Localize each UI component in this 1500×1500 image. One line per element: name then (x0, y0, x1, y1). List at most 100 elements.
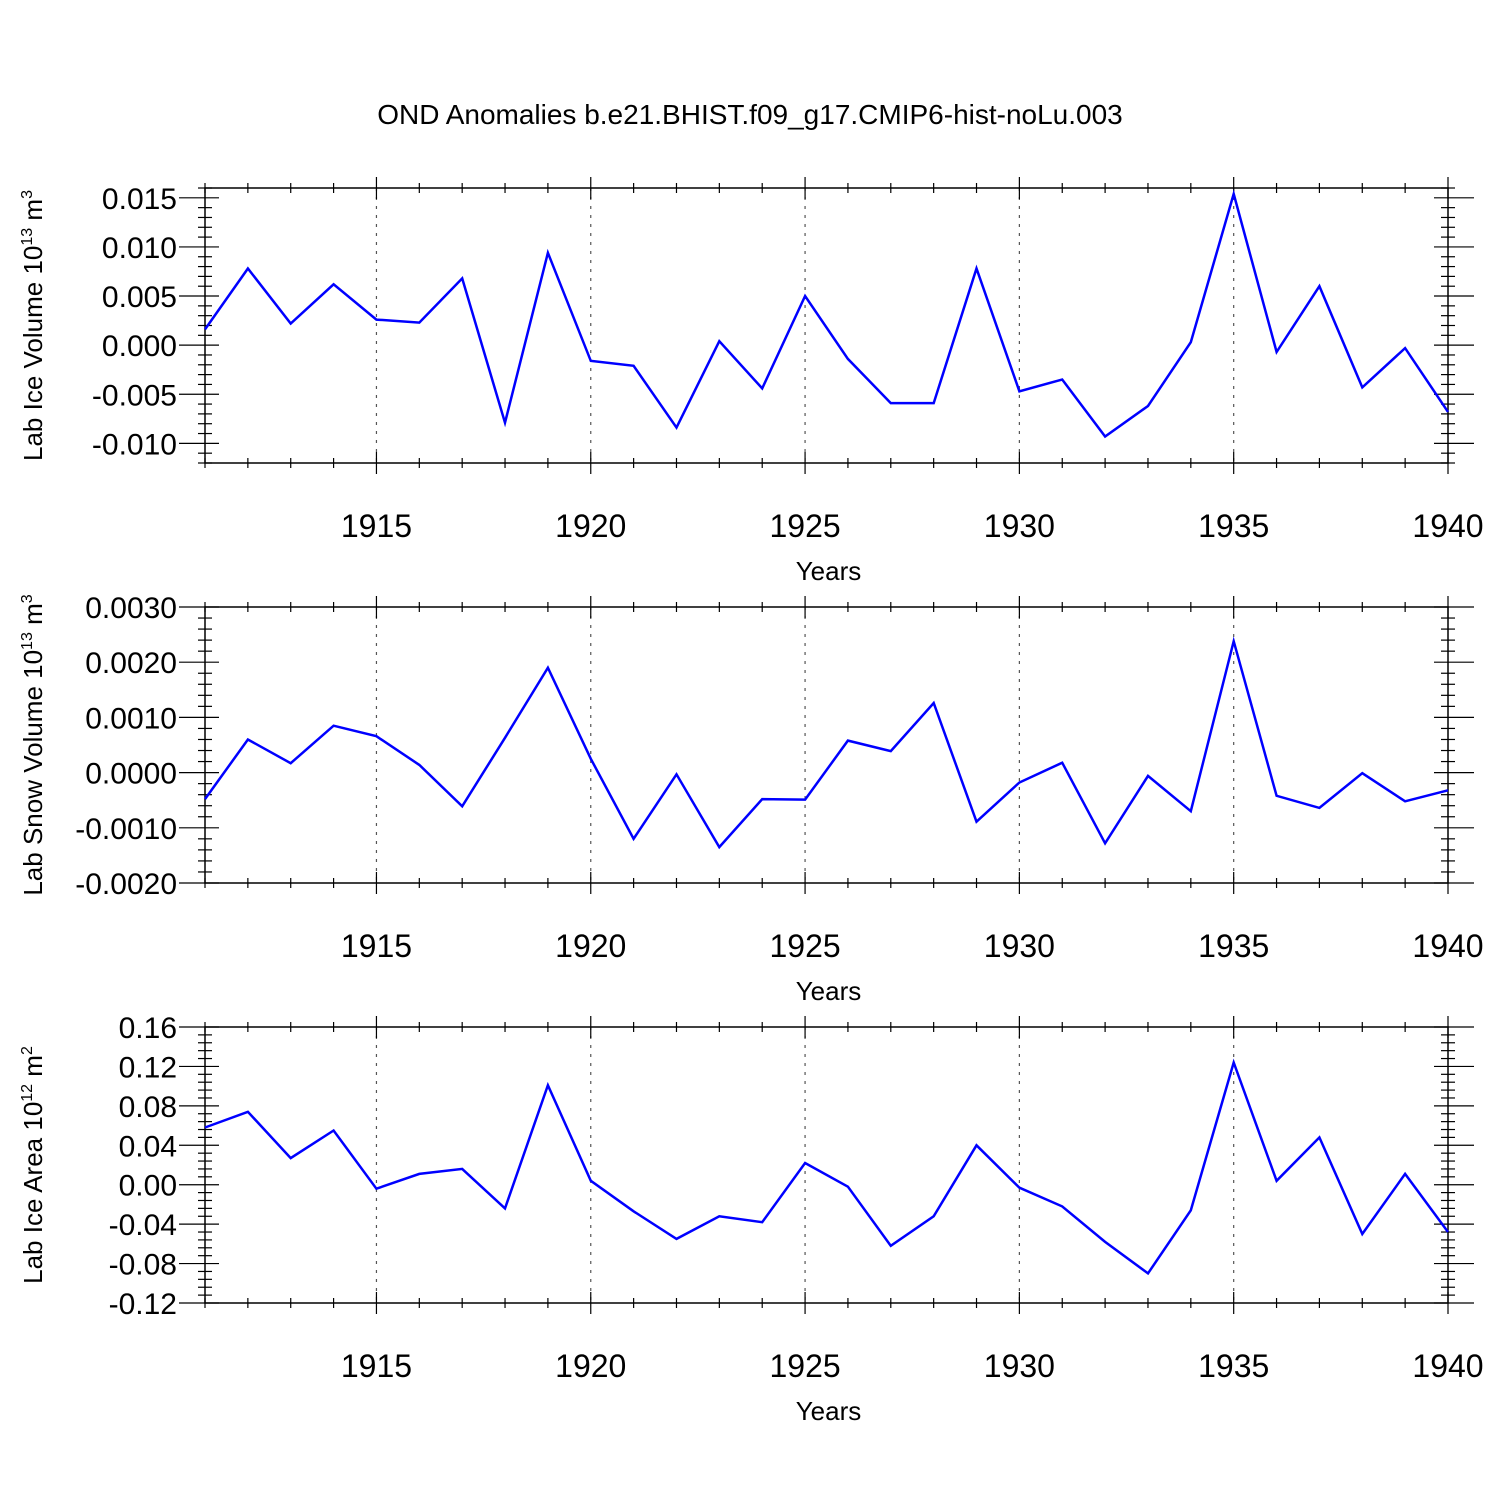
y-tick-label: 0.0030 (85, 592, 177, 625)
data-point (761, 798, 763, 800)
data-point (333, 1130, 335, 1132)
data-point (418, 1173, 420, 1175)
data-point (718, 340, 720, 342)
panel-1: -0.010 -0.005 0.000 0.005 0.010 0.015 1915 1920… (18, 177, 1484, 586)
y-axis-label: Lab Snow Volume 1013 m3 (18, 594, 48, 895)
data-point (1061, 762, 1063, 764)
data-point (547, 1084, 549, 1086)
x-axis-label: Years (796, 976, 862, 1006)
y-tick-label: -0.010 (92, 428, 177, 461)
y-tick-label: -0.0010 (75, 813, 177, 846)
y-tick-label: 0.000 (102, 330, 177, 363)
data-point (375, 1188, 377, 1190)
data-point (1404, 800, 1406, 802)
x-tick-label: 1935 (1198, 508, 1269, 544)
data-point (461, 805, 463, 807)
data-point (1190, 810, 1192, 812)
chart-title: OND Anomalies b.e21.BHIST.f09_g17.CMIP6-… (377, 99, 1123, 130)
plot-frame (204, 606, 1449, 884)
data-point (890, 402, 892, 404)
data-point (504, 737, 506, 739)
x-tick-label: 1920 (555, 928, 626, 964)
data-point (804, 295, 806, 297)
x-tick-label: 1920 (555, 508, 626, 544)
y-tick-label: 0.0020 (85, 647, 177, 680)
series-line (203, 636, 1449, 850)
data-point (1233, 1061, 1235, 1063)
data-point (847, 1186, 849, 1188)
x-tick-label: 1925 (769, 1348, 840, 1384)
data-point (933, 702, 935, 704)
x-tick-label: 1925 (769, 508, 840, 544)
data-point (1061, 379, 1063, 381)
x-tick-label: 1925 (769, 928, 840, 964)
data-point (804, 799, 806, 801)
series-line (203, 189, 1450, 439)
y-tick-label: 0.00 (119, 1170, 177, 1203)
data-point (333, 283, 335, 285)
x-tick-label: 1940 (1412, 928, 1483, 964)
x-tick-label: 1935 (1198, 1348, 1269, 1384)
y-tick-label: 0.005 (102, 281, 177, 314)
data-point (1147, 1272, 1149, 1274)
data-point (718, 846, 720, 848)
data-point (890, 750, 892, 752)
x-tick-label: 1920 (555, 1348, 626, 1384)
x-tick-label: 1915 (341, 928, 412, 964)
data-point (461, 1168, 463, 1170)
data-point (375, 735, 377, 737)
data-point (847, 358, 849, 360)
panel-3: -0.12 -0.08 -0.04 0.00 0.04 0.08 0.12 0.16 1915 1… (18, 1012, 1484, 1426)
data-point (418, 764, 420, 766)
y-tick-label: -0.0020 (75, 868, 177, 901)
data-point (1361, 772, 1363, 774)
data-point (675, 427, 677, 429)
data-point (976, 268, 978, 270)
y-tick-label: -0.005 (92, 379, 177, 412)
data-point (1147, 775, 1149, 777)
data-point (1276, 1180, 1278, 1182)
data-point (633, 365, 635, 367)
y-axis-label: Lab Ice Volume 1013 m3 (18, 190, 48, 461)
y-tick-label: 0.04 (119, 1130, 177, 1163)
data-point (633, 838, 635, 840)
data-point (247, 738, 249, 740)
data-point (1104, 435, 1106, 437)
data-point (204, 798, 206, 800)
data-point (547, 667, 549, 669)
data-point (504, 1207, 506, 1209)
x-tick-label: 1930 (984, 1348, 1055, 1384)
data-point (1276, 795, 1278, 797)
data-point (1447, 789, 1449, 791)
data-point (204, 1127, 206, 1129)
y-tick-label: 0.16 (119, 1012, 177, 1045)
data-point (375, 319, 377, 321)
data-point (1147, 405, 1149, 407)
data-point (247, 1111, 249, 1113)
data-point (1404, 1173, 1406, 1175)
y-tick-label: 0.0000 (85, 758, 177, 791)
data-point (290, 762, 292, 764)
data-point (204, 328, 206, 330)
data-point (290, 323, 292, 325)
data-point (290, 1157, 292, 1159)
x-axis-label: Years (796, 556, 862, 586)
data-point (418, 322, 420, 324)
data-point (933, 1215, 935, 1217)
y-tick-label: 0.08 (119, 1091, 177, 1124)
data-point (847, 740, 849, 742)
data-point (1361, 1233, 1363, 1235)
data-point (590, 758, 592, 760)
y-tick-label: -0.04 (109, 1209, 177, 1242)
x-tick-label: 1930 (984, 508, 1055, 544)
data-point (633, 1210, 635, 1212)
data-point (1190, 341, 1192, 343)
data-point (1447, 1231, 1449, 1233)
data-point (1018, 390, 1020, 392)
data-point (675, 1238, 677, 1240)
data-point (1233, 640, 1235, 642)
data-point (504, 422, 506, 424)
data-point (1233, 193, 1235, 195)
data-point (761, 1221, 763, 1223)
data-point (761, 387, 763, 389)
